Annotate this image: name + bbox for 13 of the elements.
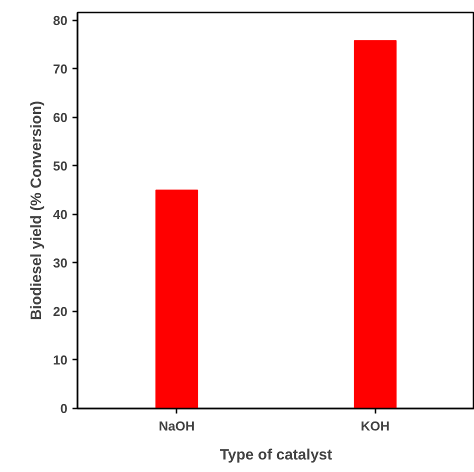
y-tick-label: 30 bbox=[53, 255, 68, 270]
y-tick-label: 0 bbox=[60, 401, 68, 416]
y-tick-label: 10 bbox=[53, 352, 68, 368]
y-axis-title: Biodiesel yield (% Conversion) bbox=[28, 100, 46, 320]
y-tick-label: 70 bbox=[53, 61, 68, 76]
x-axis-title: Type of catalyst bbox=[220, 446, 332, 464]
y-tick-label: 60 bbox=[53, 110, 68, 125]
y-tick-label: 20 bbox=[53, 304, 68, 319]
y-tick-label: 50 bbox=[53, 158, 68, 174]
y-tick-label: 40 bbox=[53, 206, 68, 222]
y-tick-label: 80 bbox=[53, 12, 68, 28]
x-tick-label: NaOH bbox=[158, 418, 195, 434]
x-tick-label: KOH bbox=[360, 418, 390, 434]
